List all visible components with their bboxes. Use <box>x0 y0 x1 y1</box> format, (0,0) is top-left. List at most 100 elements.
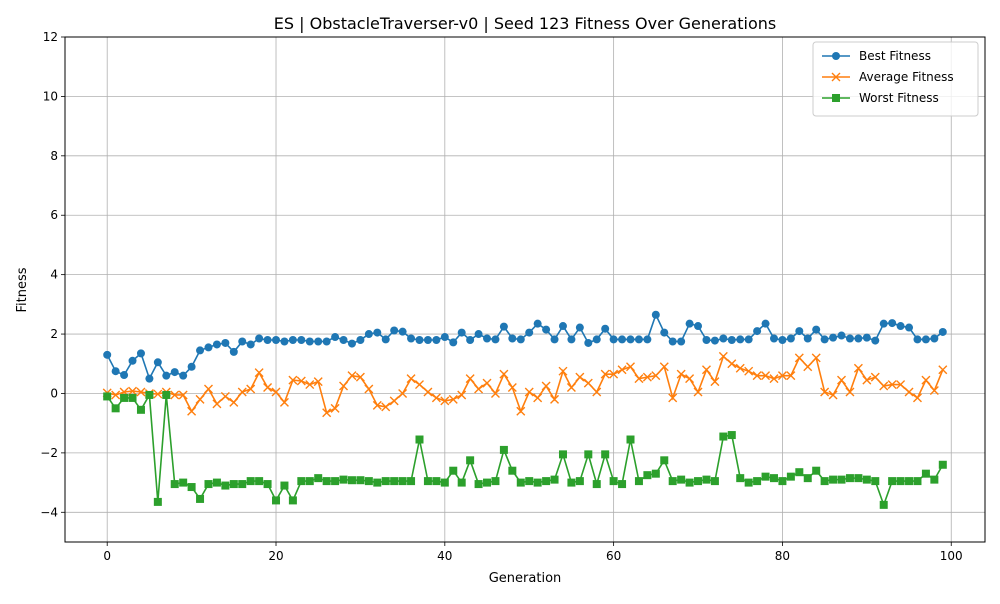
y-tick-label: 0 <box>50 386 58 400</box>
best-fitness-point <box>288 336 297 344</box>
best-fitness-point <box>499 322 508 331</box>
best-fitness-point <box>837 331 846 340</box>
best-fitness-point <box>694 322 703 331</box>
x-axis-label: Generation <box>489 571 562 586</box>
best-fitness-point <box>601 324 610 333</box>
best-fitness-point <box>778 336 787 344</box>
series-group <box>102 310 948 509</box>
average-fitness-point <box>642 372 652 382</box>
worst-fitness-point <box>651 469 660 478</box>
series-best-fitness <box>103 310 947 383</box>
best-fitness-point <box>525 328 534 337</box>
best-fitness-point <box>255 334 264 343</box>
average-fitness-point <box>271 387 281 397</box>
average-fitness-point <box>701 365 711 375</box>
best-fitness-point <box>297 336 306 344</box>
average-fitness-point <box>685 374 695 384</box>
average-fitness-point <box>448 394 458 404</box>
best-fitness-point <box>491 335 500 344</box>
best-fitness-point <box>710 336 719 345</box>
best-fitness-point <box>483 334 492 343</box>
average-fitness-point <box>744 366 754 376</box>
worst-fitness-point <box>187 483 196 492</box>
best-fitness-point <box>170 368 179 377</box>
best-fitness-point <box>457 328 466 337</box>
average-fitness-point <box>516 406 526 416</box>
average-fitness-point <box>296 376 306 386</box>
best-fitness-point <box>618 335 627 344</box>
best-fitness-point <box>609 335 618 344</box>
average-fitness-point <box>693 387 703 397</box>
average-fitness-point <box>617 365 627 375</box>
worst-fitness-point <box>938 460 947 469</box>
average-fitness-point <box>862 375 872 385</box>
average-fitness-point <box>887 380 897 390</box>
average-fitness-point <box>550 394 560 404</box>
average-fitness-point <box>322 408 332 418</box>
legend-entry-worst-fitness: Worst Fitness <box>822 91 939 105</box>
average-fitness-point <box>541 381 551 391</box>
average-fitness-point <box>415 380 424 390</box>
average-fitness-line <box>107 354 944 414</box>
best-fitness-point <box>769 334 778 343</box>
average-fitness-point <box>457 390 467 400</box>
average-fitness-point <box>845 387 855 397</box>
legend-label: Best Fitness <box>859 49 931 63</box>
worst-fitness-point <box>347 476 356 485</box>
average-fitness-point <box>381 402 391 412</box>
average-fitness-point <box>499 369 509 379</box>
worst-fitness-point <box>288 496 297 505</box>
best-fitness-point <box>246 340 255 349</box>
best-fitness-point <box>786 334 795 343</box>
worst-fitness-point <box>373 478 382 487</box>
worst-fitness-point <box>145 390 154 399</box>
worst-fitness-point <box>896 477 905 486</box>
worst-fitness-point <box>829 475 838 484</box>
best-fitness-point <box>651 310 660 319</box>
worst-fitness-point <box>820 477 829 486</box>
worst-fitness-point <box>356 476 365 485</box>
worst-fitness-point <box>845 474 854 483</box>
worst-fitness-point <box>440 478 449 487</box>
average-fitness-point <box>423 387 433 397</box>
worst-fitness-point <box>913 477 922 486</box>
average-fitness-point <box>853 363 863 373</box>
worst-fitness-point <box>423 477 432 486</box>
worst-fitness-point <box>221 481 230 490</box>
worst-fitness-point <box>862 475 871 484</box>
worst-fitness-point <box>128 393 137 402</box>
best-fitness-point <box>677 337 686 346</box>
average-fitness-point <box>651 371 661 381</box>
average-fitness-point <box>609 369 619 379</box>
best-fitness-point <box>542 325 551 334</box>
average-fitness-point <box>659 362 669 372</box>
worst-fitness-point <box>660 456 669 465</box>
average-fitness-point <box>524 387 534 397</box>
average-fitness-point <box>668 393 678 403</box>
average-fitness-point <box>794 353 804 363</box>
worst-fitness-point <box>584 450 593 459</box>
worst-fitness-point <box>246 477 255 486</box>
average-fitness-point <box>398 388 408 398</box>
best-fitness-point <box>508 334 517 343</box>
average-fitness-point <box>921 375 931 385</box>
best-fitness-point <box>179 371 188 380</box>
best-fitness-point <box>331 333 340 342</box>
worst-fitness-point <box>930 475 939 484</box>
average-fitness-point <box>904 387 914 397</box>
average-fitness-point <box>355 372 365 382</box>
worst-fitness-point <box>744 478 753 487</box>
worst-fitness-point <box>153 497 162 506</box>
best-fitness-point <box>229 347 238 356</box>
best-fitness-point <box>474 330 483 339</box>
best-fitness-point <box>913 335 922 344</box>
average-fitness-point <box>566 383 576 393</box>
y-tick-label: 2 <box>50 327 58 341</box>
worst-fitness-point <box>871 477 880 486</box>
x-tick-label: 0 <box>103 549 111 563</box>
best-fitness-point <box>803 334 812 343</box>
worst-fitness-point <box>466 456 475 465</box>
best-fitness-point <box>111 367 120 376</box>
worst-fitness-point <box>677 475 686 484</box>
